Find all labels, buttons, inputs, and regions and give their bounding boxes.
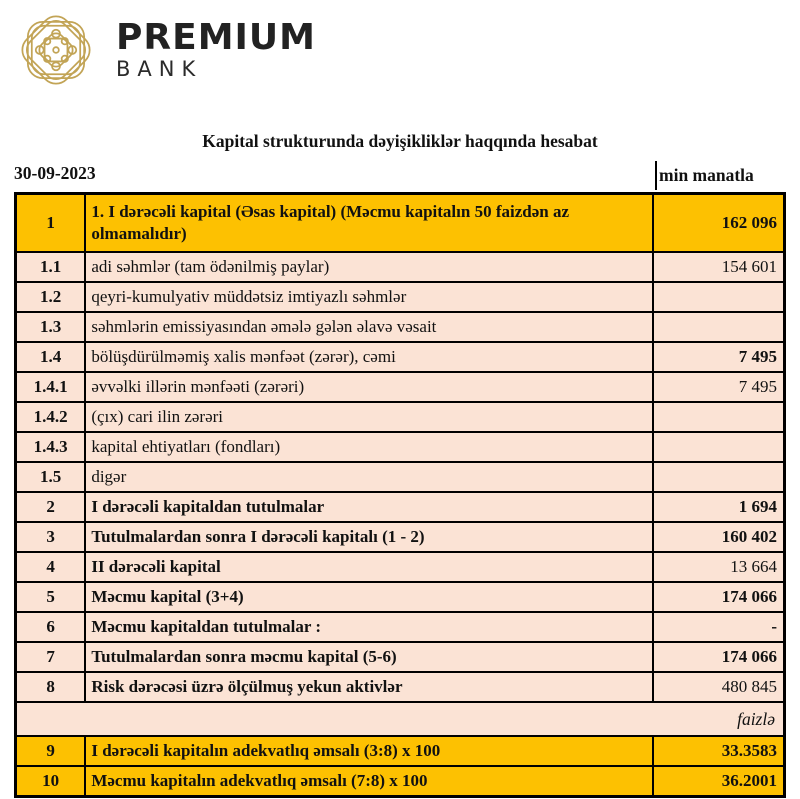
row-number-cell: 1 (14, 192, 87, 253)
row-number-cell: 1.4.1 (14, 370, 87, 403)
row-label-cell: Məcmu kapitaldan tutulmalar : (84, 610, 654, 643)
row-value-cell: 7 495 (651, 340, 786, 373)
row-number-cell: 1.4 (14, 340, 87, 373)
table-row: 3 Tutulmalardan sonra I dərəcəli kapitalı… (14, 520, 786, 553)
table-row: 5 Məcmu kapital (3+4) 174 066 (14, 580, 786, 613)
report-date: 30-09-2023 (14, 163, 96, 183)
row-number-cell: 3 (14, 520, 87, 553)
brand-name: PREMIUM (116, 17, 316, 58)
row-label-cell: Tutulmalardan sonra I dərəcəli kapitalı … (84, 520, 654, 553)
ornamental-knot-icon (21, 15, 91, 85)
brand-subname: BANK (116, 57, 203, 81)
table-row: 10 Məcmu kapitalın adekvatlıq əmsalı (7:8… (14, 764, 786, 797)
report-unit-label: min manatla (655, 161, 786, 190)
row-number-cell: 9 (14, 734, 87, 767)
row-label-cell: Risk dərəcəsi üzrə ölçülmuş yekun aktivl… (84, 670, 654, 703)
row-value-cell (651, 400, 786, 433)
row-label-cell: I dərəcəli kapitalın adekvatlıq əmsalı (… (84, 734, 654, 767)
unit-row-label: faizlə (14, 700, 786, 737)
row-value-cell (651, 460, 786, 493)
capital-table-body: 1 1. I dərəcəli kapital (Əsas kapital) (M… (14, 192, 786, 797)
table-row: 7 Tutulmalardan sonra məcmu kapital (5-6)… (14, 640, 786, 673)
row-number-cell: 4 (14, 550, 87, 583)
row-label-cell: II dərəcəli kapital (84, 550, 654, 583)
row-value-cell: 174 066 (651, 580, 786, 613)
row-number-cell: 1.1 (14, 250, 87, 283)
row-value-cell (651, 280, 786, 313)
table-row: 1.4.1 əvvəlki illərin mənfəəti (zərəri) 7 … (14, 370, 786, 403)
row-value-cell: - (651, 610, 786, 643)
row-label-cell: I dərəcəli kapitaldan tutulmalar (84, 490, 654, 523)
row-number-cell: 10 (14, 764, 87, 797)
row-label-cell: adi səhmlər (tam ödənilmiş paylar) (84, 250, 654, 283)
table-row: 4 II dərəcəli kapital 13 664 (14, 550, 786, 583)
table-row: 1.2 qeyri-kumulyativ müddətsiz imtiyazlı … (14, 280, 786, 313)
row-label-cell: səhmlərin emissiyasından əmələ gələn əla… (84, 310, 654, 343)
row-number-cell: 2 (14, 490, 87, 523)
row-value-cell: 174 066 (651, 640, 786, 673)
row-value-cell: 33.3583 (651, 734, 786, 767)
row-number-cell: 8 (14, 670, 87, 703)
row-value-cell: 13 664 (651, 550, 786, 583)
row-number-cell: 1.3 (14, 310, 87, 343)
table-row: 1.4.3 kapital ehtiyatları (fondları) (14, 430, 786, 463)
table-row: 1.3 səhmlərin emissiyasından əmələ gələn … (14, 310, 786, 343)
row-label-cell: Məcmu kapitalın adekvatlıq əmsalı (7:8) … (84, 764, 654, 797)
table-row: 6 Məcmu kapitaldan tutulmalar :- (14, 610, 786, 643)
capital-structure-table: 1 1. I dərəcəli kapital (Əsas kapital) (M… (14, 192, 786, 798)
row-value-cell: 162 096 (651, 192, 786, 253)
table-row: 1.4 bölüşdürülməmiş xalis mənfəət (zərər)… (14, 340, 786, 373)
row-value-cell (651, 310, 786, 343)
row-label-cell: Tutulmalardan sonra məcmu kapital (5-6) (84, 640, 654, 673)
row-number-cell: 1.5 (14, 460, 87, 493)
table-row: 8 Risk dərəcəsi üzrə ölçülmuş yekun aktiv… (14, 670, 786, 703)
table-row: 1.1 adi səhmlər (tam ödənilmiş paylar) 154… (14, 250, 786, 283)
row-label-cell: kapital ehtiyatları (fondları) (84, 430, 654, 463)
row-label-cell: bölüşdürülməmiş xalis mənfəət (zərər), c… (84, 340, 654, 373)
row-label-cell: (çıx) cari ilin zərəri (84, 400, 654, 433)
row-label-cell: əvvəlki illərin mənfəəti (zərəri) (84, 370, 654, 403)
report-title: Kapital strukturunda dəyişikliklər haqqı… (202, 131, 598, 151)
table-row: 1.5 digər (14, 460, 786, 493)
premium-bank-logo: PREMIUM BANK (12, 6, 316, 94)
row-value-cell: 36.2001 (651, 764, 786, 797)
table-row: faizlə (14, 700, 786, 737)
table-row: 1.4.2 (çıx) cari ilin zərəri (14, 400, 786, 433)
row-number-cell: 7 (14, 640, 87, 673)
row-label-cell: 1. I dərəcəli kapital (Əsas kapital) (Mə… (84, 192, 654, 253)
row-value-cell: 480 845 (651, 670, 786, 703)
row-number-cell: 1.4.3 (14, 430, 87, 463)
row-number-cell: 6 (14, 610, 87, 643)
row-number-cell: 1.2 (14, 280, 87, 313)
row-value-cell (651, 430, 786, 463)
row-value-cell: 160 402 (651, 520, 786, 553)
row-value-cell: 7 495 (651, 370, 786, 403)
logo-wordmark: PREMIUM BANK (116, 17, 316, 82)
row-number-cell: 1.4.2 (14, 400, 87, 433)
row-label-cell: digər (84, 460, 654, 493)
row-number-cell: 5 (14, 580, 87, 613)
table-row: 1 1. I dərəcəli kapital (Əsas kapital) (M… (14, 192, 786, 253)
row-value-cell: 1 694 (651, 490, 786, 523)
row-label-cell: Məcmu kapital (3+4) (84, 580, 654, 613)
row-value-cell: 154 601 (651, 250, 786, 283)
row-label-cell: qeyri-kumulyativ müddətsiz imtiyazlı səh… (84, 280, 654, 313)
